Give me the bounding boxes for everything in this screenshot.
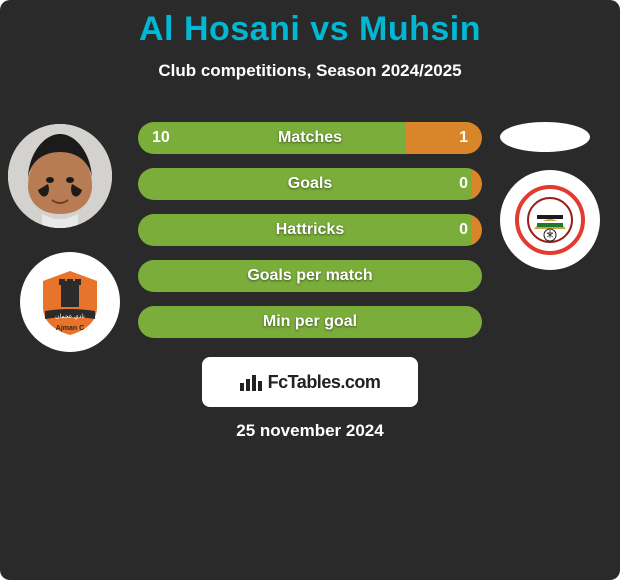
stat-bar-label: Goals per match bbox=[138, 267, 482, 285]
svg-text:Ajman C: Ajman C bbox=[56, 325, 84, 332]
date-label: 25 november 2024 bbox=[0, 421, 620, 441]
stat-bar-label: Hattricks bbox=[138, 221, 482, 239]
club-left-badge: نادي عجمان Ajman C bbox=[20, 252, 120, 352]
player-left-avatar-image bbox=[8, 124, 112, 228]
page-title: Al Hosani vs Muhsin bbox=[0, 0, 620, 49]
stat-bar: Min per goal bbox=[138, 306, 482, 338]
stat-bar: 0Goals bbox=[138, 168, 482, 200]
subtitle: Club competitions, Season 2024/2025 bbox=[0, 61, 620, 81]
source-logo-text: FcTables.com bbox=[268, 372, 381, 393]
club-left-badge-image: نادي عجمان Ajman C bbox=[35, 267, 105, 337]
stat-bar: 0Hattricks bbox=[138, 214, 482, 246]
player-right-avatar bbox=[500, 122, 590, 152]
comparison-card: Al Hosani vs Muhsin Club competitions, S… bbox=[0, 0, 620, 580]
player-left-avatar bbox=[8, 124, 112, 228]
stat-bars: 101Matches 0Goals 0Hattricks Goals per matc… bbox=[138, 122, 482, 338]
bar-chart-icon bbox=[240, 373, 262, 391]
svg-text:نادي عجمان: نادي عجمان bbox=[55, 313, 85, 320]
stat-bar-label: Matches bbox=[138, 129, 482, 147]
stat-bar: Goals per match bbox=[138, 260, 482, 292]
stat-bar-label: Goals bbox=[138, 175, 482, 193]
source-logo: FcTables.com bbox=[202, 357, 418, 407]
stat-bar: 101Matches bbox=[138, 122, 482, 154]
club-right-badge-image bbox=[515, 185, 585, 255]
club-right-badge bbox=[500, 170, 600, 270]
stat-bar-label: Min per goal bbox=[138, 313, 482, 331]
